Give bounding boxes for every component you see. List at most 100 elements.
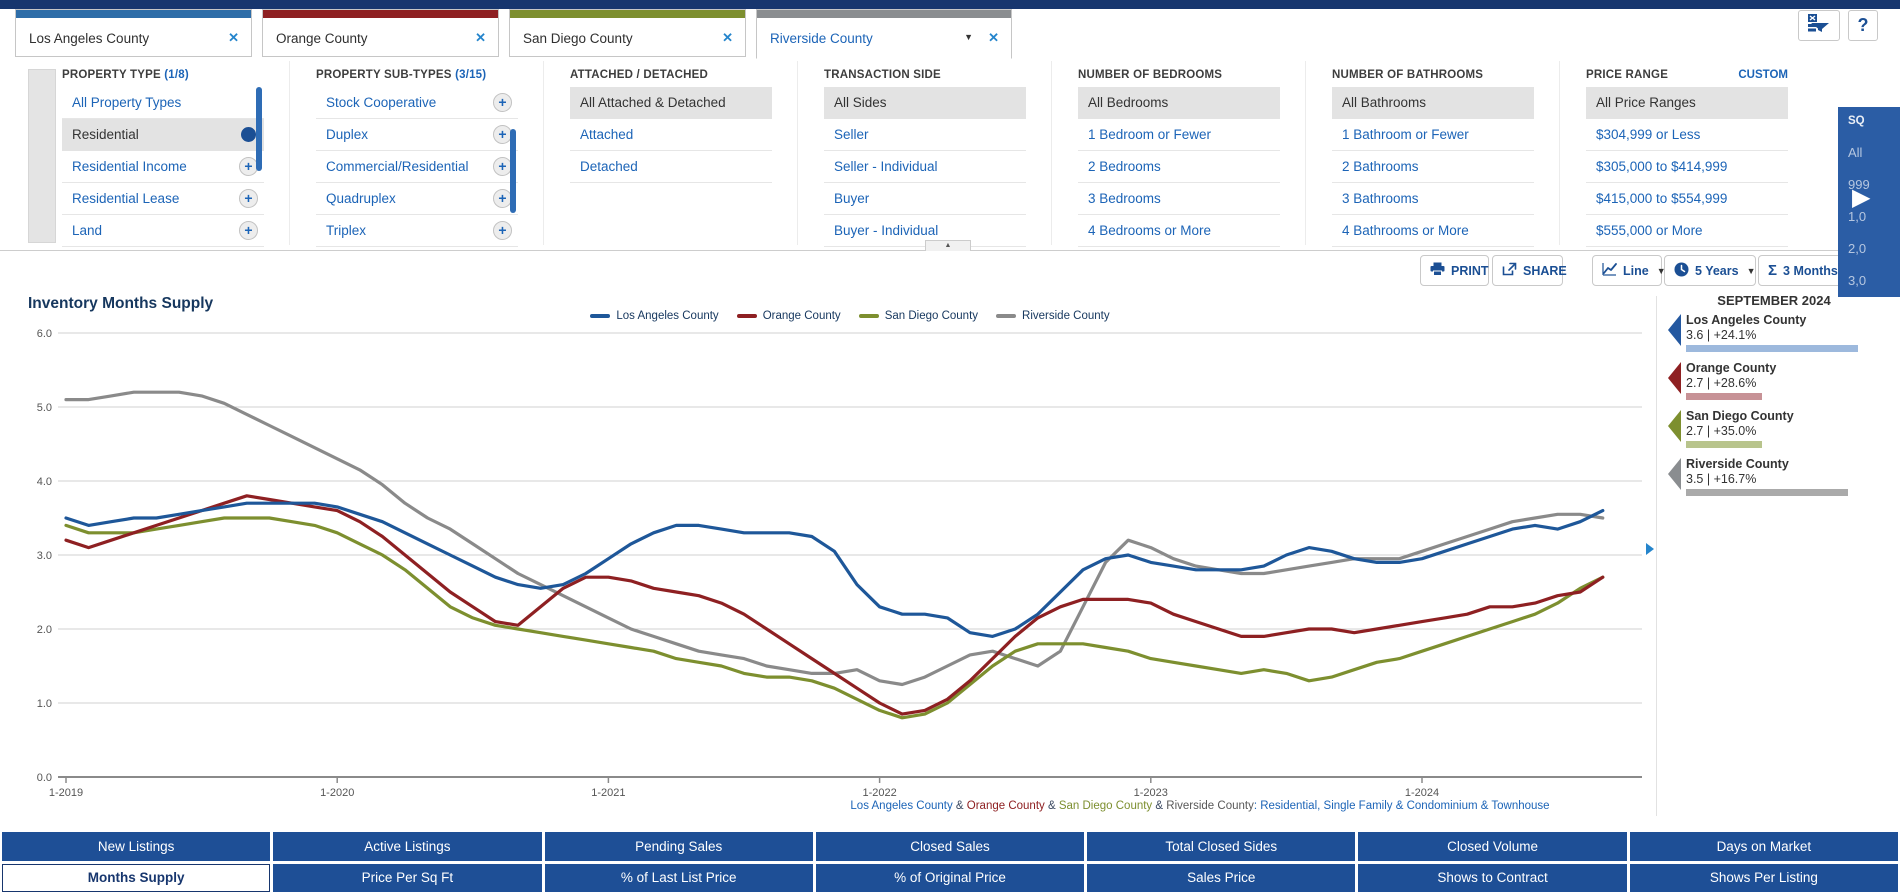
export-button[interactable] (1798, 10, 1840, 41)
tab-orange-county[interactable]: Orange County ✕ (262, 9, 499, 57)
filter-item-all-price-ranges[interactable]: All Price Ranges (1586, 87, 1788, 119)
legend-swatch (590, 314, 611, 318)
filter-item-304-999-or-less[interactable]: $304,999 or Less (1586, 119, 1788, 151)
metric-tab-of-last-list-price[interactable]: % of Last List Price (544, 863, 813, 892)
metric-tab-closed-sales[interactable]: Closed Sales (815, 832, 1085, 861)
add-plus-icon[interactable]: + (493, 93, 512, 112)
column-separator (289, 61, 290, 245)
filter-item-seller[interactable]: Seller (824, 119, 1026, 151)
x-axis-label: 1-2022 (862, 787, 896, 799)
filter-item-all-attached-detached[interactable]: All Attached & Detached (570, 87, 772, 119)
column-scrollbar[interactable] (510, 129, 516, 213)
metric-tab-closed-volume[interactable]: Closed Volume (1358, 832, 1627, 861)
legend-swatch (736, 314, 757, 318)
filter-item-label: $305,000 to $414,999 (1596, 159, 1728, 174)
filter-item-residential-income[interactable]: Residential Income + (62, 151, 264, 183)
close-icon[interactable]: ✕ (722, 30, 733, 45)
chart-type-dropdown[interactable]: Line ▼ (1592, 255, 1666, 286)
line-chart-icon (1602, 262, 1617, 279)
stat-value: 2.7 | +35.0% (1686, 424, 1757, 438)
filter-item-415-000-to-554-999[interactable]: $415,000 to $554,999 (1586, 183, 1788, 215)
chevron-down-icon: ▼ (1746, 265, 1756, 276)
tab-dropdown-caret-icon[interactable]: ▼ (964, 32, 973, 42)
share-button[interactable]: SHARE (1492, 255, 1567, 286)
metric-tab-new-listings[interactable]: New Listings (2, 832, 271, 861)
filter-column-header: PRICE RANGE (1586, 69, 1669, 81)
filter-item-4-bathrooms-or-more[interactable]: 4 Bathrooms or More (1332, 215, 1534, 247)
column-scrollbar[interactable] (256, 87, 262, 171)
metric-tab-total-closed-sides[interactable]: Total Closed Sides (1087, 832, 1356, 861)
add-plus-icon[interactable]: + (239, 189, 258, 208)
metric-tab-sales-price[interactable]: Sales Price (1087, 863, 1356, 892)
filter-item-duplex[interactable]: Duplex + (316, 119, 518, 151)
time-range-dropdown[interactable]: 5 Years ▼ (1664, 255, 1756, 286)
metric-tab-days-on-market[interactable]: Days on Market (1629, 832, 1898, 861)
metric-tab-shows-to-contract[interactable]: Shows to Contract (1358, 863, 1627, 892)
column-separator (1051, 61, 1052, 245)
y-axis-label: 3.0 (37, 550, 52, 562)
close-icon[interactable]: ✕ (475, 30, 486, 45)
filter-item-555-000-or-more[interactable]: $555,000 or More (1586, 215, 1788, 247)
metric-tab-of-original-price[interactable]: % of Original Price (815, 863, 1085, 892)
filter-item-all-sides[interactable]: All Sides (824, 87, 1026, 119)
filter-item-residential[interactable]: Residential (62, 119, 264, 151)
metric-tab-shows-per-listing[interactable]: Shows Per Listing (1629, 863, 1898, 892)
filter-item-2-bedrooms[interactable]: 2 Bedrooms (1078, 151, 1280, 183)
custom-price-range-link[interactable]: CUSTOM (1738, 69, 1788, 81)
filter-item-attached[interactable]: Attached (570, 119, 772, 151)
expand-right-arrow-icon[interactable]: ▶ (1852, 184, 1871, 211)
legend-item-los-angeles-county[interactable]: Los Angeles County (590, 310, 719, 322)
stat-bar (1686, 393, 1762, 400)
metric-tab-price-per-sq-ft[interactable]: Price Per Sq Ft (273, 863, 542, 892)
filter-item-stock-cooperative[interactable]: Stock Cooperative + (316, 87, 518, 119)
legend-item-riverside-county[interactable]: Riverside County (996, 310, 1110, 322)
filter-item-3-bedrooms[interactable]: 3 Bedrooms (1078, 183, 1280, 215)
filter-item-detached[interactable]: Detached (570, 151, 772, 183)
filter-item-2-bathrooms[interactable]: 2 Bathrooms (1332, 151, 1534, 183)
tab-label: Riverside County (770, 31, 873, 46)
stat-county-name: Orange County (1686, 361, 1777, 375)
location-rail[interactable] (28, 69, 56, 243)
stat-entry-riverside-county: Riverside County 3.5 | +16.7% (1662, 457, 1894, 503)
filter-item-label: $304,999 or Less (1596, 127, 1701, 142)
filter-item-seller-individual[interactable]: Seller - Individual (824, 151, 1026, 183)
filter-item-label: All Bedrooms (1088, 95, 1169, 110)
chart-legend: Los Angeles County Orange County San Diego… (60, 310, 1640, 322)
close-icon[interactable]: ✕ (228, 30, 239, 45)
metric-tab-active-listings[interactable]: Active Listings (273, 832, 542, 861)
filter-item-all-bedrooms[interactable]: All Bedrooms (1078, 87, 1280, 119)
filter-item-label: Detached (580, 159, 638, 174)
filter-item-residential-lease[interactable]: Residential Lease + (62, 183, 264, 215)
filter-item-quadruplex[interactable]: Quadruplex + (316, 183, 518, 215)
close-icon[interactable]: ✕ (988, 30, 999, 45)
filter-item-all-property-types[interactable]: All Property Types (62, 87, 264, 119)
tab-riverside-county[interactable]: Riverside County ▼ ✕ (756, 9, 1012, 59)
filter-item-3-bathrooms[interactable]: 3 Bathrooms (1332, 183, 1534, 215)
stat-county-name: Riverside County (1686, 457, 1789, 471)
filter-item-buyer[interactable]: Buyer (824, 183, 1026, 215)
filter-item-land[interactable]: Land + (62, 215, 264, 247)
tab-los-angeles-county[interactable]: Los Angeles County ✕ (15, 9, 252, 57)
print-button[interactable]: PRINT (1420, 255, 1489, 286)
help-button[interactable]: ? (1848, 10, 1878, 41)
stats-panel-toggle-arrow-icon[interactable] (1646, 543, 1654, 555)
help-icon: ? (1857, 15, 1869, 35)
filter-item-triplex[interactable]: Triplex + (316, 215, 518, 247)
filter-item-1-bathroom-or-fewer[interactable]: 1 Bathroom or Fewer (1332, 119, 1534, 151)
filter-item-4-bedrooms-or-more[interactable]: 4 Bedrooms or More (1078, 215, 1280, 247)
legend-item-san-diego-county[interactable]: San Diego County (858, 310, 978, 322)
add-plus-icon[interactable]: + (493, 221, 512, 240)
filter-item-commercial-residential[interactable]: Commercial/Residential + (316, 151, 518, 183)
metric-tab-months-supply[interactable]: Months Supply (2, 863, 271, 892)
filter-item-305-000-to-414-999[interactable]: $305,000 to $414,999 (1586, 151, 1788, 183)
filter-item-all-bathrooms[interactable]: All Bathrooms (1332, 87, 1534, 119)
filter-panel-collapse-button[interactable]: ▲ (925, 240, 971, 251)
tab-san-diego-county[interactable]: San Diego County ✕ (509, 9, 746, 57)
legend-item-orange-county[interactable]: Orange County (736, 310, 841, 322)
legend-swatch (996, 314, 1017, 318)
stat-entry-san-diego-county: San Diego County 2.7 | +35.0% (1662, 409, 1894, 455)
metric-tab-pending-sales[interactable]: Pending Sales (544, 832, 813, 861)
filter-item-1-bedroom-or-fewer[interactable]: 1 Bedroom or Fewer (1078, 119, 1280, 151)
add-plus-icon[interactable]: + (239, 221, 258, 240)
